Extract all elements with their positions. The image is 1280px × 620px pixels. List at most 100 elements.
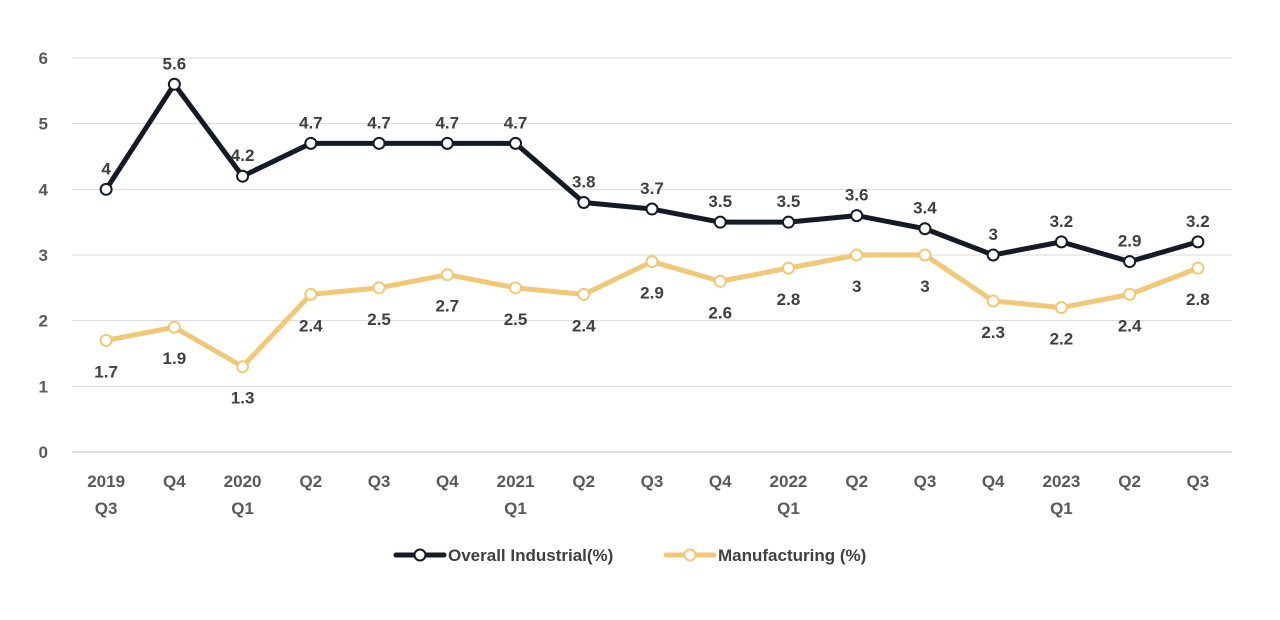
overall-industrial-data-label: 4	[101, 159, 111, 178]
manufacturing-point	[99, 333, 113, 347]
x-tick-line: 2021	[497, 472, 535, 491]
manufacturing-line	[103, 252, 1201, 370]
overall-industrial-point	[1123, 255, 1137, 269]
x-tick-line: 2023	[1042, 472, 1080, 491]
overall-industrial-point	[372, 136, 386, 150]
x-tick-label: Q4	[982, 472, 1005, 491]
overall-industrial-point	[577, 195, 591, 209]
manufacturing-point	[1191, 261, 1205, 275]
manufacturing-data-label: 2.8	[1186, 290, 1210, 309]
legend-marker-overall-industrial	[413, 548, 427, 562]
manufacturing-data-label: 2.9	[640, 284, 664, 303]
y-tick-label: 1	[39, 377, 48, 396]
x-tick-line: Q4	[163, 472, 186, 491]
y-tick-label: 6	[39, 49, 48, 68]
manufacturing-point	[645, 255, 659, 269]
overall-industrial-point	[1054, 235, 1068, 249]
manufacturing-data-label: 2.8	[777, 290, 801, 309]
x-tick-line: Q1	[777, 499, 800, 518]
x-tick-label: Q2	[1118, 472, 1141, 491]
manufacturing-data-label: 2.2	[1050, 330, 1074, 349]
x-tick-line: Q3	[914, 472, 937, 491]
manufacturing-point	[850, 248, 864, 262]
manufacturing-point	[236, 360, 250, 374]
x-tick-line: Q2	[572, 472, 595, 491]
x-axis: 2019 Q3 Q4 2020 Q1 Q2 Q3 Q4 2021 Q1 Q2 Q3 Q4 2022 Q1 Q2…	[87, 472, 1209, 518]
manufacturing-data-label: 2.4	[299, 316, 323, 335]
manufacturing-data-label: 2.7	[435, 297, 459, 316]
x-tick-line: Q4	[709, 472, 732, 491]
x-tick-line: Q1	[504, 499, 527, 518]
manufacturing-point	[918, 248, 932, 262]
overall-industrial-point	[713, 215, 727, 229]
manufacturing-point	[304, 287, 318, 301]
manufacturing-point	[372, 281, 386, 295]
x-tick-label: Q3	[1187, 472, 1210, 491]
x-tick-line: 2020	[224, 472, 262, 491]
manufacturing-point	[713, 274, 727, 288]
overall-industrial-point	[440, 136, 454, 150]
manufacturing-data-label: 2.5	[367, 310, 391, 329]
x-tick-line: Q3	[95, 499, 118, 518]
x-tick-label: Q3	[368, 472, 391, 491]
overall-industrial-data-label: 3.4	[913, 199, 937, 218]
overall-industrial-data-label: 4.2	[231, 146, 255, 165]
legend-label-overall-industrial: Overall Industrial(%)	[448, 546, 613, 565]
manufacturing-data-label: 2.4	[572, 316, 596, 335]
overall-industrial-point	[918, 222, 932, 236]
x-tick-line: Q3	[368, 472, 391, 491]
x-tick-label: 2021 Q1	[497, 472, 535, 518]
manufacturing-point	[440, 268, 454, 282]
overall-industrial-point	[645, 202, 659, 216]
legend: Overall Industrial(%) Manufacturing (%)	[393, 546, 866, 565]
overall-industrial-point	[236, 169, 250, 183]
x-tick-line: 2019	[87, 472, 125, 491]
gridlines	[72, 57, 1232, 453]
x-tick-label: Q4	[436, 472, 459, 491]
x-tick-line: Q1	[1050, 499, 1073, 518]
overall-industrial-data-label: 3.6	[845, 186, 869, 205]
y-tick-label: 2	[39, 312, 48, 331]
manufacturing-point	[577, 287, 591, 301]
overall-industrial-point	[509, 136, 523, 150]
manufacturing-data-label: 3	[852, 277, 861, 296]
manufacturing-data-label: 1.9	[163, 349, 187, 368]
x-tick-label: Q2	[299, 472, 322, 491]
overall-industrial-data-label: 3	[988, 225, 997, 244]
manufacturing-point	[1054, 301, 1068, 315]
manufacturing-point	[986, 294, 1000, 308]
x-tick-label: Q2	[845, 472, 868, 491]
x-tick-label: 2023 Q1	[1042, 472, 1080, 518]
overall-industrial-data-label: 4.7	[435, 113, 459, 132]
series-group	[99, 77, 1205, 374]
manufacturing-data-label: 3	[920, 277, 929, 296]
x-tick-label: Q2	[572, 472, 595, 491]
overall-industrial-point	[99, 182, 113, 196]
x-tick-line: Q2	[299, 472, 322, 491]
manufacturing-data-label: 2.4	[1118, 316, 1142, 335]
manufacturing-point	[509, 281, 523, 295]
y-tick-label: 0	[39, 443, 48, 462]
overall-industrial-data-label: 3.8	[572, 172, 596, 191]
overall-industrial-data-label: 2.9	[1118, 232, 1142, 251]
overall-industrial-point	[781, 215, 795, 229]
manufacturing-point	[167, 320, 181, 334]
overall-industrial-data-label: 3.7	[640, 179, 664, 198]
y-tick-label: 4	[39, 180, 49, 199]
x-tick-label: 2019 Q3	[87, 472, 125, 518]
x-tick-label: Q4	[163, 472, 186, 491]
overall-industrial-data-label: 4.7	[367, 113, 391, 132]
overall-industrial-data-label: 3.2	[1050, 212, 1074, 231]
y-axis: 0 1 2 3 4 5 6	[39, 49, 49, 462]
x-tick-line: Q3	[641, 472, 664, 491]
overall-industrial-data-label: 3.5	[777, 192, 801, 211]
manufacturing-point	[781, 261, 795, 275]
x-tick-line: Q4	[436, 472, 459, 491]
legend-marker-manufacturing	[683, 548, 697, 562]
x-tick-line: Q2	[845, 472, 868, 491]
manufacturing-data-label: 2.3	[981, 323, 1005, 342]
overall-industrial-data-label: 4.7	[504, 113, 528, 132]
x-tick-line: Q2	[1118, 472, 1141, 491]
overall-industrial-data-label: 3.2	[1186, 212, 1210, 231]
